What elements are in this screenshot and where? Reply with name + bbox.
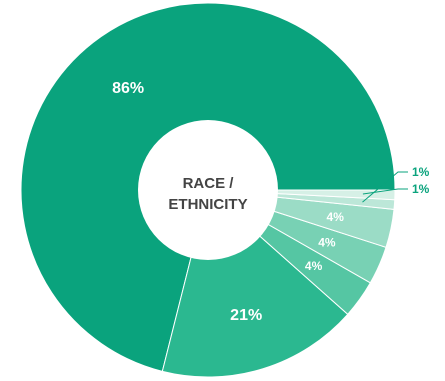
slice-label-1: 21%: [230, 307, 262, 324]
slice-label-4: 4%: [327, 210, 345, 224]
center-label-line-1: RACE /: [183, 175, 235, 192]
leader-line-6: [362, 188, 408, 195]
donut-hole: [138, 120, 278, 260]
slice-label-2: 4%: [305, 259, 323, 273]
slice-label-6: 1%: [412, 182, 430, 196]
slice-label-5: 1%: [412, 165, 430, 179]
center-label-line-2: ETHNICITY: [168, 196, 247, 213]
slice-label-3: 4%: [318, 236, 336, 250]
slice-labels: 86% 21% 4% 4% 4% 1% 1%: [112, 80, 430, 324]
slice-label-0: 86%: [112, 80, 144, 97]
